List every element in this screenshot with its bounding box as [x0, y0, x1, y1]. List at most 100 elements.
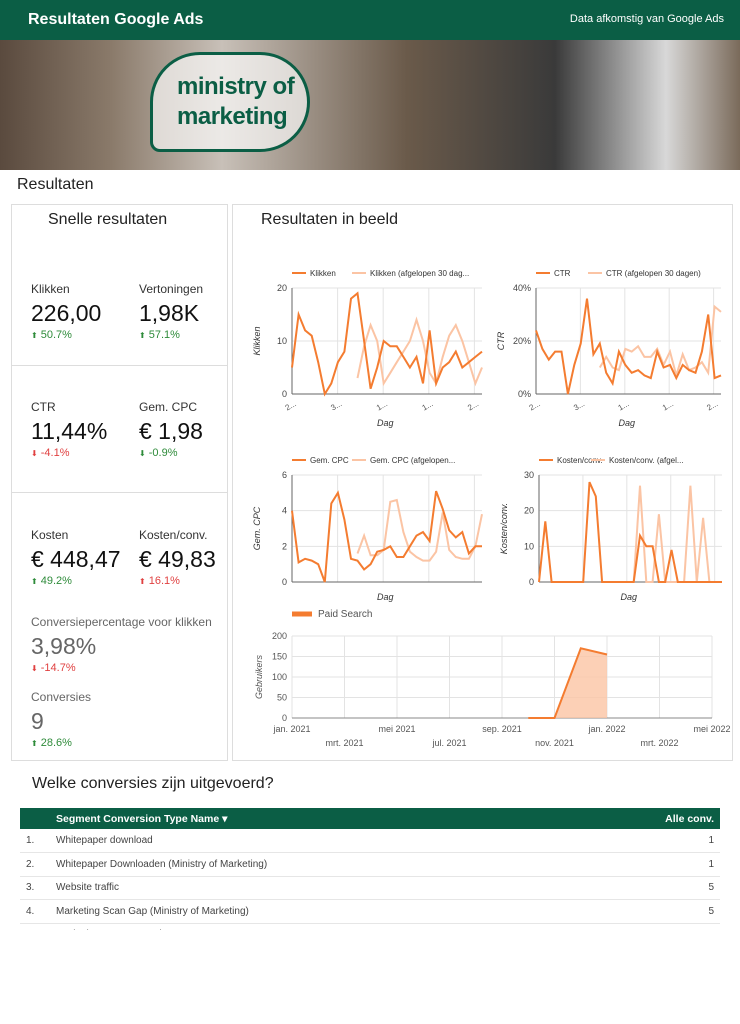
y-tick-label: 10 — [277, 336, 287, 346]
conversions-table: Segment Conversion Type Name ▾ Alle conv… — [20, 808, 720, 947]
table-row[interactable]: 3. Website traffic 5 — [20, 876, 720, 900]
y-tick-label: 0 — [282, 577, 287, 587]
arrow-up-icon: ⬆ — [31, 331, 38, 340]
metric-delta: ⬆ 50.7% — [31, 329, 72, 341]
divider — [12, 492, 227, 493]
metric-5: Kosten/conv. € 49,83 ⬆ 16.1% — [139, 528, 216, 587]
legend-label: Kosten/conv. — [557, 456, 603, 465]
metric-delta: ⬇ -4.1% — [31, 447, 70, 459]
column-header-type[interactable]: Segment Conversion Type Name ▾ — [56, 808, 584, 829]
x-tick-label: mei 2021 — [378, 724, 415, 734]
arrow-down-icon: ⬇ — [31, 664, 38, 673]
metric-label: Kosten/conv. — [139, 528, 208, 542]
metric-label: Conversiepercentage voor klikken — [31, 615, 212, 629]
metric-delta: ⬆ 49.2% — [31, 575, 72, 587]
x-axis-title: Dag — [377, 592, 394, 602]
y-axis-title: CTR — [496, 331, 506, 350]
metric-1: Vertoningen 1,98K ⬆ 57.1% — [139, 282, 203, 341]
x-tick-label: 2... — [528, 399, 542, 412]
table-row[interactable]: 2. Whitepaper Downloaden (Ministry of Mar… — [20, 852, 720, 877]
series-line — [291, 291, 483, 397]
y-tick-label: 50 — [277, 693, 287, 703]
metric-delta: ⬇ -0.9% — [139, 447, 178, 459]
visual-results-title: Resultaten in beeld — [261, 211, 398, 228]
legend-label: Klikken — [310, 269, 336, 278]
ministry-of-marketing-logo: ministry of marketing — [150, 52, 310, 152]
arrow-down-icon: ⬆ — [139, 577, 146, 586]
conversions-title: Welke conversies zijn uitgevoerd? — [32, 775, 274, 792]
legend-label: Gem. CPC (afgelopen... — [370, 456, 455, 465]
metric-delta: ⬆ 57.1% — [139, 329, 180, 341]
metric-label: Kosten — [31, 528, 69, 542]
metric-6: Conversiepercentage voor klikken 3,98% ⬇… — [31, 615, 212, 674]
x-tick-label: jan. 2022 — [587, 724, 625, 734]
series-line — [291, 490, 482, 583]
metric-value: 11,44% — [31, 418, 108, 444]
x-tick-label: mei 2022 — [693, 724, 730, 734]
x-tick-label: 3... — [329, 399, 343, 412]
y-tick-label: 0 — [282, 713, 287, 723]
x-tick-label: 1... — [661, 399, 675, 412]
metric-value: € 49,83 — [139, 546, 216, 572]
header: Resultaten Google Ads Data afkomstig van… — [0, 0, 740, 40]
y-tick-label: 20 — [524, 506, 534, 516]
metric-label: Conversies — [31, 690, 92, 704]
metric-7: Conversies 9 ⬆ 28.6% — [31, 690, 91, 749]
legend-label: CTR (afgelopen 30 dagen) — [606, 269, 701, 278]
series-line — [356, 498, 483, 562]
y-tick-label: 150 — [272, 652, 287, 662]
x-axis-title: Dag — [619, 418, 636, 428]
y-tick-label: 20% — [513, 336, 531, 346]
x-tick-label: 1... — [375, 399, 389, 412]
table-row[interactable]: 1. Whitepaper download 1 — [20, 829, 720, 853]
report-title: Resultaten Google Ads — [28, 11, 204, 28]
metric-value: 1,98K — [139, 300, 200, 326]
y-tick-label: 40% — [513, 283, 531, 293]
x-axis-title: Dag — [621, 592, 638, 602]
y-tick-label: 0% — [518, 389, 531, 399]
y-tick-label: 200 — [272, 631, 287, 641]
metric-delta: ⬇ -14.7% — [31, 662, 76, 674]
arrow-up-icon: ⬆ — [31, 739, 38, 748]
metric-value: 9 — [31, 708, 44, 734]
metric-delta: ⬆ 28.6% — [31, 737, 72, 749]
y-tick-label: 10 — [524, 541, 534, 551]
metric-value: 3,98% — [31, 633, 97, 659]
column-header-all-conv[interactable]: Alle conv. — [583, 808, 720, 829]
x-tick-label: 2... — [466, 399, 480, 412]
x-tick-label: nov. 2021 — [535, 738, 574, 748]
x-tick-label: 1... — [616, 399, 630, 412]
x-tick-label: mrt. 2021 — [325, 738, 363, 748]
table-row[interactable]: 4. Marketing Scan Gap (Ministry of Market… — [20, 899, 720, 924]
legend-label: CTR — [554, 269, 571, 278]
metric-2: CTR 11,44% ⬇ -4.1% — [31, 400, 107, 459]
y-tick-label: 100 — [272, 672, 287, 682]
y-tick-label: 4 — [282, 506, 287, 516]
arrow-up-icon: ⬇ — [139, 449, 146, 458]
metric-label: Vertoningen — [139, 282, 204, 296]
series-line — [535, 298, 722, 395]
quick-results-title: Snelle resultaten — [48, 211, 168, 228]
metric-value: € 448,47 — [31, 546, 121, 572]
section-title: Resultaten — [17, 176, 94, 193]
y-axis-title: Kosten/conv. — [499, 503, 509, 554]
y-tick-label: 2 — [282, 541, 287, 551]
x-tick-label: 3... — [572, 399, 586, 412]
metric-label: Gem. CPC — [139, 400, 198, 414]
divider — [12, 365, 227, 366]
table-fade — [0, 930, 740, 1024]
x-tick-label: 2... — [284, 399, 298, 412]
charts-canvas: Klikken Klikken (afgelopen 30 dag...01020… — [252, 269, 731, 748]
metric-4: Kosten € 448,47 ⬆ 49.2% — [31, 528, 121, 587]
arrow-down-icon: ⬇ — [31, 449, 38, 458]
x-tick-label: jan. 2021 — [272, 724, 310, 734]
metric-3: Gem. CPC € 1,98 ⬇ -0.9% — [139, 400, 203, 459]
y-tick-label: 0 — [529, 577, 534, 587]
area-line — [528, 647, 608, 719]
quick-results-panel — [11, 204, 228, 761]
metric-value: 226,00 — [31, 300, 102, 326]
y-axis-title: Klikken — [252, 326, 262, 355]
legend-label: Kosten/conv. (afgel... — [609, 456, 684, 465]
x-tick-label: sep. 2021 — [482, 724, 522, 734]
arrow-up-icon: ⬆ — [139, 331, 146, 340]
